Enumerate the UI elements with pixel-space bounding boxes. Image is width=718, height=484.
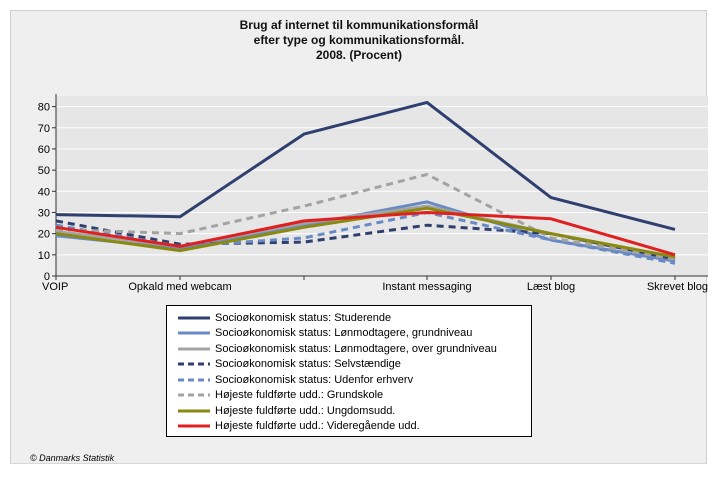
y-tick-label: 50 bbox=[38, 165, 50, 177]
legend: Socioøkonomisk status: Studerende Socioøk… bbox=[166, 305, 532, 437]
legend-item: Socioøkonomisk status: Selvstændige bbox=[177, 357, 531, 373]
series-line-1 bbox=[55, 100, 676, 231]
axes bbox=[55, 94, 708, 277]
x-tick-label: Opkald med webcam bbox=[128, 281, 231, 293]
y-tick-label: 40 bbox=[38, 186, 50, 198]
y-tick-label: 80 bbox=[38, 102, 50, 114]
legend-item: Højeste fuldførte udd.: Grundskole bbox=[177, 388, 531, 404]
x-tick-labels: VOIP Opkald med webcam Instant messaging Læ… bbox=[42, 276, 708, 293]
series-line-6 bbox=[55, 172, 676, 261]
legend-label: Socioøkonomisk status: Udenfor erhverv bbox=[215, 373, 414, 386]
legend-label: Højeste fuldførte udd.: Videregående udd… bbox=[215, 420, 420, 433]
legend-label: Socioøkonomisk status: Lønmodtagere, ove… bbox=[215, 342, 497, 355]
chart-subtitle-2: 2008. (Procent) bbox=[315, 48, 403, 62]
legend-swatch bbox=[178, 378, 210, 382]
legend-item: Socioøkonomisk status: Lønmodtagere, ove… bbox=[177, 341, 531, 357]
legend-item: Socioøkonomisk status: Udenfor erhverv bbox=[177, 372, 531, 388]
copyright-note: © Danmarks Statistik bbox=[30, 453, 115, 463]
legend-label: Socioøkonomisk status: Selvstændige bbox=[215, 358, 401, 371]
x-tick-label: Skrevet blog bbox=[647, 281, 708, 293]
x-tick-label: VOIP bbox=[42, 281, 68, 293]
legend-item: Højeste fuldførte udd.: Videregående udd… bbox=[177, 419, 531, 435]
chart-title-block: Brug af internet til kommunikationsformå… bbox=[0, 18, 718, 63]
x-tick-label: Læst blog bbox=[527, 281, 575, 293]
y-tick-label: 20 bbox=[38, 229, 50, 241]
y-tick-label: 30 bbox=[38, 207, 50, 219]
legend-label: Højeste fuldførte udd.: Grundskole bbox=[215, 389, 384, 402]
series-line-5 bbox=[55, 211, 676, 265]
legend-swatch bbox=[178, 362, 210, 366]
legend-label: Socioøkonomisk status: Lønmodtagere, gru… bbox=[215, 327, 473, 340]
series-line-8 bbox=[55, 211, 676, 257]
legend-swatch bbox=[178, 316, 210, 320]
legend-label: Højeste fuldførte udd.: Ungdomsudd. bbox=[215, 404, 396, 417]
x-tick-label: Instant messaging bbox=[382, 281, 471, 293]
legend-swatch bbox=[178, 331, 210, 335]
y-tick-label: 60 bbox=[38, 144, 50, 156]
y-tick-label: 0 bbox=[44, 271, 50, 283]
y-tick-label: 10 bbox=[38, 250, 50, 262]
legend-swatch bbox=[178, 409, 210, 413]
chart-title: Brug af internet til kommunikationsformå… bbox=[239, 18, 479, 32]
legend-item: Højeste fuldførte udd.: Ungdomsudd. bbox=[177, 403, 531, 419]
bottom-strip bbox=[10, 463, 707, 478]
y-tick-label: 70 bbox=[38, 123, 50, 135]
legend-swatch bbox=[178, 424, 210, 428]
y-tick-labels: 0 10 20 30 40 50 60 70 80 bbox=[38, 102, 50, 283]
legend-label: Socioøkonomisk status: Studerende bbox=[215, 311, 392, 324]
legend-item: Socioøkonomisk status: Lønmodtagere, gru… bbox=[177, 326, 531, 342]
chart-subtitle-1: efter type og kommunikationsformål. bbox=[253, 33, 465, 47]
legend-item: Socioøkonomisk status: Studerende bbox=[177, 310, 531, 326]
legend-swatch bbox=[178, 347, 210, 351]
legend-swatch bbox=[178, 393, 210, 397]
series-lines bbox=[55, 100, 676, 265]
